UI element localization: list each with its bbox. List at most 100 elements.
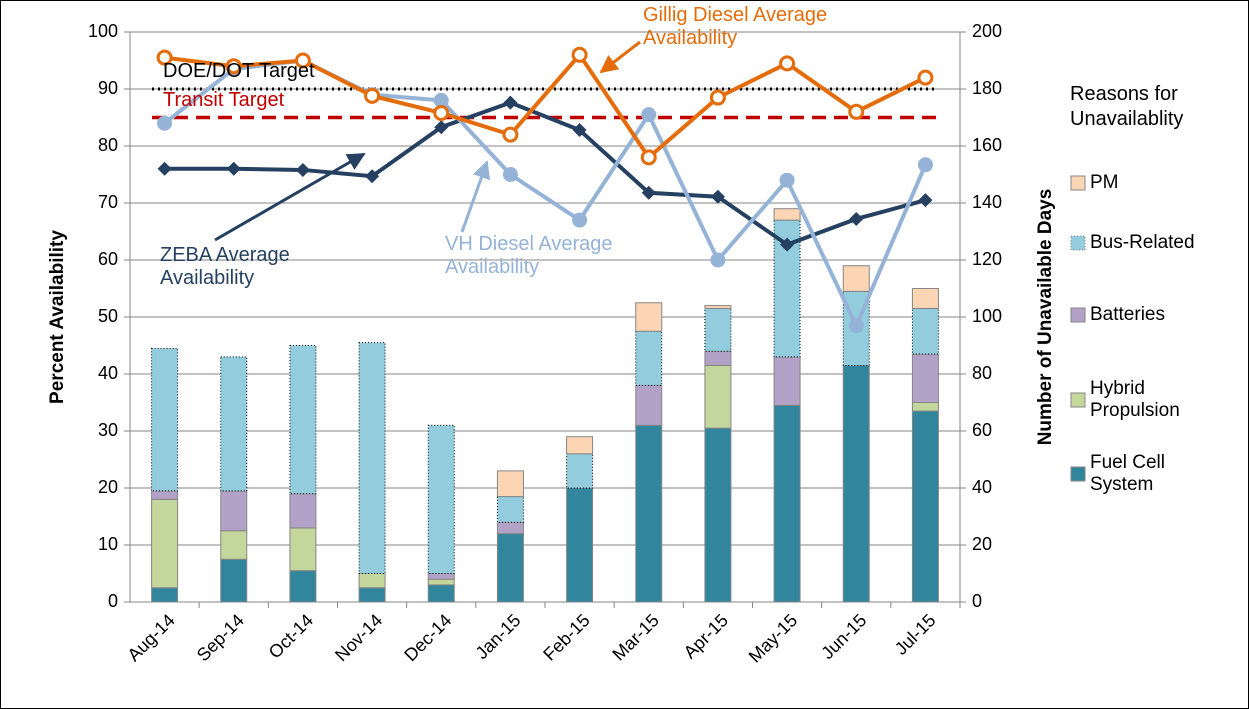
- y2-tick-label: 0: [972, 591, 982, 611]
- marker: [433, 104, 450, 121]
- marker: [365, 169, 380, 184]
- bar-segment: [635, 302, 663, 332]
- bar-segment: [358, 587, 386, 603]
- bar-segment: [220, 558, 248, 603]
- y2-tick-label: 140: [972, 192, 1002, 212]
- marker: [849, 211, 864, 226]
- marker: [641, 185, 656, 200]
- bar-segment: [911, 410, 939, 603]
- bar-segment: [151, 347, 179, 492]
- marker: [502, 167, 518, 182]
- bar-segment: [635, 384, 663, 426]
- marker: [503, 95, 518, 110]
- y-tick-label: 90: [98, 78, 118, 98]
- bar-segment: [566, 453, 594, 489]
- bar-segment: [704, 427, 732, 603]
- marker: [710, 189, 725, 204]
- y-tick-label: 10: [98, 534, 118, 554]
- bar-segment: [151, 498, 179, 589]
- bar-segment: [704, 307, 732, 352]
- marker: [434, 120, 449, 135]
- marker: [917, 157, 933, 173]
- marker: [502, 126, 519, 143]
- annotation-arrow: [599, 40, 641, 74]
- x-tick-label: Mar-15: [608, 610, 662, 664]
- marker: [918, 193, 933, 208]
- target-label: DOE/DOT Target: [163, 60, 315, 82]
- x-tick-label: Feb-15: [539, 610, 593, 664]
- series-annotation: Gillig Diesel Average Availability: [643, 4, 828, 49]
- bar-segment: [289, 345, 317, 495]
- bar-segment: [566, 487, 594, 603]
- bar-segment: [911, 288, 939, 309]
- bar-segment: [704, 364, 732, 429]
- bar-segment: [635, 330, 663, 386]
- y-tick-label: 50: [98, 306, 118, 326]
- bar-segment: [427, 584, 455, 603]
- x-tick-label: Oct-14: [265, 610, 317, 662]
- series-annotation: ZEBA Average Availability: [160, 244, 290, 289]
- marker: [641, 107, 657, 123]
- annotation-arrow: [460, 160, 491, 233]
- bar-segment: [289, 493, 317, 529]
- marker: [917, 69, 934, 86]
- marker: [780, 237, 795, 252]
- bar-segment: [151, 587, 179, 603]
- marker: [572, 123, 587, 138]
- y-tick-label: 60: [98, 249, 118, 269]
- x-tick-label: Aug-14: [124, 610, 179, 665]
- bar-segment: [496, 533, 524, 603]
- legend-swatch: [1070, 235, 1086, 251]
- marker: [364, 87, 381, 104]
- y2-tick-label: 20: [972, 534, 992, 554]
- bar-segment: [911, 353, 939, 403]
- bar-segment: [496, 521, 524, 535]
- y-axis-label: Percent Availability: [47, 230, 68, 404]
- marker: [157, 115, 173, 131]
- y-tick-label: 30: [98, 420, 118, 440]
- x-tick-label: Dec-14: [400, 610, 455, 665]
- legend-label: Hybrid Propulsion: [1090, 378, 1180, 421]
- bar-segment: [496, 496, 524, 523]
- marker: [571, 46, 588, 63]
- annotation-arrow: [214, 152, 366, 242]
- y2-tick-label: 40: [972, 477, 992, 497]
- marker: [709, 89, 726, 106]
- marker: [157, 161, 172, 176]
- x-tick-label: Jun-15: [817, 610, 870, 663]
- bar-segment: [151, 490, 179, 500]
- bar-segment: [911, 402, 939, 412]
- y-tick-label: 100: [88, 21, 118, 41]
- bar-segment: [427, 578, 455, 586]
- y2-axis-label: Number of Unavailable Days: [1035, 189, 1056, 446]
- y-tick-label: 80: [98, 135, 118, 155]
- marker: [295, 162, 310, 177]
- marker: [156, 49, 173, 66]
- bar-segment: [289, 570, 317, 603]
- bar-segment: [220, 530, 248, 560]
- y-tick-label: 0: [108, 591, 118, 611]
- legend-label: Bus-Related: [1090, 232, 1195, 253]
- bar-segment: [220, 490, 248, 532]
- marker: [294, 52, 311, 69]
- line-series: [164, 51, 927, 161]
- bar-segment: [496, 470, 524, 498]
- legend-label: Batteries: [1090, 304, 1165, 325]
- bar-segment: [773, 208, 801, 221]
- bar-segment: [773, 356, 801, 406]
- x-tick-label: Jul-15: [891, 610, 940, 659]
- bar-segment: [842, 364, 870, 603]
- bar-segment: [220, 356, 248, 492]
- legend-label: PM: [1090, 172, 1119, 193]
- x-tick-label: Apr-15: [680, 610, 732, 662]
- bar-segment: [704, 305, 732, 309]
- bar-segment: [358, 342, 386, 574]
- legend-swatch: [1070, 307, 1086, 323]
- bar-segment: [842, 265, 870, 292]
- marker: [779, 172, 795, 188]
- y-tick-label: 70: [98, 192, 118, 212]
- y2-tick-label: 60: [972, 420, 992, 440]
- bar-segment: [427, 573, 455, 580]
- bar-segment: [289, 527, 317, 572]
